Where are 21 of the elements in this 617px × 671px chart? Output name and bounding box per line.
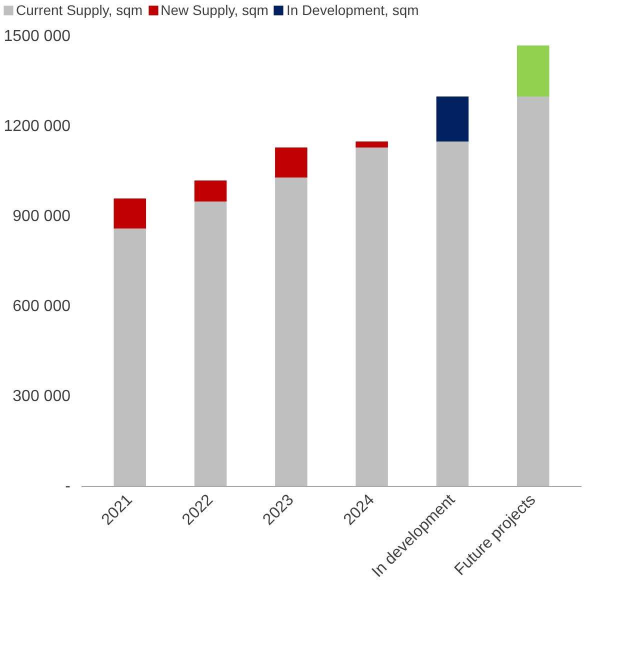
bar — [114, 198, 146, 228]
bar — [275, 178, 308, 486]
bar — [516, 96, 550, 486]
bar — [516, 46, 550, 96]
bar — [356, 142, 388, 148]
bar — [436, 142, 469, 486]
bar — [436, 96, 469, 142]
y-tick-label: 600 000 — [12, 298, 71, 315]
bar — [275, 148, 308, 178]
y-tick-label: - — [65, 478, 70, 495]
y-tick-label: 1500 000 — [4, 28, 71, 45]
bar — [356, 148, 388, 486]
bar — [194, 202, 227, 486]
legend-label: In Development, sqm — [286, 2, 419, 18]
legend-label: Current Supply, sqm — [16, 2, 143, 18]
y-tick-label: 1200 000 — [4, 118, 71, 135]
bar — [194, 180, 227, 202]
bar — [114, 228, 146, 486]
y-tick-label: 900 000 — [12, 208, 71, 225]
legend-label: New Supply, sqm — [160, 2, 268, 18]
y-tick-label: 300 000 — [12, 388, 71, 405]
